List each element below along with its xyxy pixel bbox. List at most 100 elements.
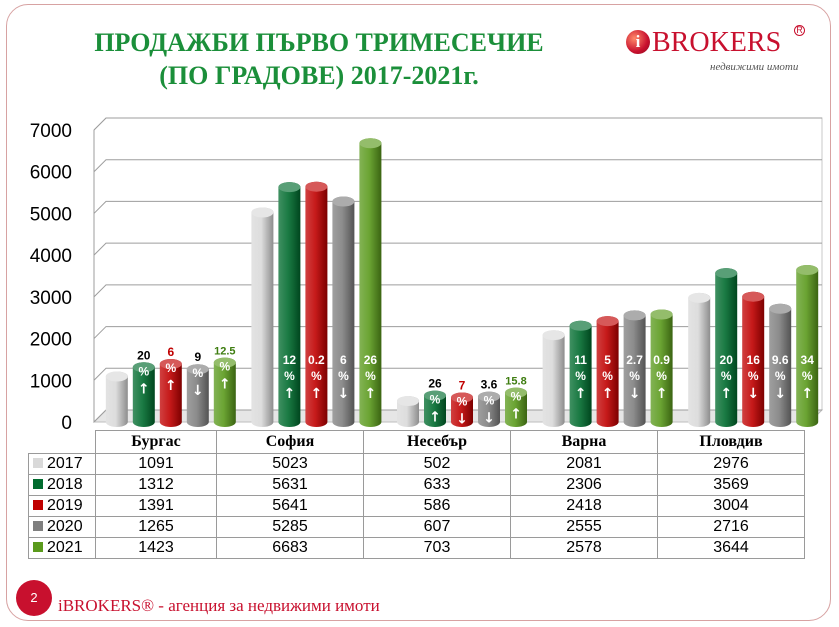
bar-cap bbox=[569, 320, 592, 331]
table-cell: 2555 bbox=[510, 516, 658, 538]
bar-2021-0 bbox=[213, 357, 236, 427]
bar-body bbox=[332, 196, 355, 427]
arrow-up-icon: ↑ bbox=[311, 386, 323, 402]
arrow-down-icon: ↓ bbox=[192, 383, 204, 399]
legend-cell: 2018 bbox=[28, 474, 96, 496]
bar-cap bbox=[742, 291, 765, 302]
bar-cap bbox=[132, 362, 155, 373]
table-cell: 5631 bbox=[216, 474, 364, 496]
bar-body bbox=[596, 316, 619, 427]
gridline bbox=[93, 159, 822, 173]
logo-wordmark: BROKERS bbox=[652, 27, 782, 58]
arrow-down-icon: ↓ bbox=[456, 412, 468, 428]
slide-frame bbox=[6, 4, 831, 621]
table-column-header: Пловдив bbox=[657, 430, 805, 454]
arrow-up-icon: ↑ bbox=[284, 386, 296, 402]
bar-cap bbox=[542, 330, 565, 341]
legend-cell: 2021 bbox=[28, 537, 96, 559]
table-cell: 2578 bbox=[510, 537, 658, 559]
change-unit-label: % bbox=[511, 390, 522, 404]
change-unit-label: % bbox=[602, 369, 613, 383]
bar-cap bbox=[715, 268, 738, 279]
bar-2021-1 bbox=[359, 138, 382, 427]
table-row: 2018 1312 5631 633 2306 3569 bbox=[28, 474, 805, 496]
table-cell: 5023 bbox=[216, 453, 364, 475]
bar-cap bbox=[478, 391, 500, 402]
legend-swatch bbox=[33, 458, 43, 468]
data-table: Бургас София Несебър Варна Пловдив 2017 1091 5… bbox=[28, 430, 805, 559]
table-cell: 1091 bbox=[95, 453, 217, 475]
change-value-label: 26 bbox=[428, 377, 442, 391]
y-tick-label: 6000 bbox=[30, 163, 72, 184]
table-row: 2017 1091 5023 502 2081 2976 bbox=[28, 453, 805, 475]
table-cell: 2081 bbox=[510, 453, 658, 475]
bar-cap bbox=[596, 316, 619, 327]
bar-cap bbox=[159, 358, 182, 369]
bar-body bbox=[715, 268, 738, 427]
table-cell: 6683 bbox=[216, 537, 364, 559]
bar-cap bbox=[305, 181, 328, 192]
arrow-up-icon: ↑ bbox=[602, 386, 614, 402]
arrow-down-icon: ↓ bbox=[338, 386, 350, 402]
ibrokers-logo: i BROKERS R недвижими имоти bbox=[618, 18, 818, 78]
table-cell: 2418 bbox=[510, 495, 658, 517]
arrow-up-icon: ↑ bbox=[165, 378, 177, 394]
bar-2018-0 bbox=[132, 362, 155, 427]
bar-2020-0 bbox=[186, 364, 209, 427]
change-unit-label: % bbox=[138, 364, 149, 378]
change-value-label: 9.6 bbox=[772, 353, 789, 367]
bar-cap bbox=[623, 310, 646, 321]
table-column-header: Варна bbox=[510, 430, 658, 454]
legend-cell: 2020 bbox=[28, 516, 96, 538]
bar-cap bbox=[505, 387, 527, 398]
table-cell: 607 bbox=[363, 516, 511, 538]
bar-body bbox=[132, 362, 155, 427]
table-cell: 5641 bbox=[216, 495, 364, 517]
table-cell: 1312 bbox=[95, 474, 217, 496]
y-tick-label: 3000 bbox=[30, 288, 72, 309]
bar-2021-3 bbox=[650, 309, 673, 427]
gridline bbox=[93, 200, 822, 214]
bar-2018-3 bbox=[569, 320, 592, 427]
table-row: 2021 1423 6683 703 2578 3644 bbox=[28, 537, 805, 559]
bar-body bbox=[213, 357, 236, 427]
arrow-up-icon: ↑ bbox=[429, 410, 441, 426]
change-value-label: 12.5 bbox=[214, 346, 235, 358]
bar-body bbox=[742, 291, 765, 427]
legend-swatch bbox=[33, 479, 43, 489]
change-unit-label: % bbox=[484, 394, 495, 408]
arrow-up-icon: ↑ bbox=[801, 386, 813, 402]
arrow-up-icon: ↑ bbox=[575, 386, 587, 402]
bar-cap bbox=[424, 390, 446, 401]
arrow-up-icon: ↑ bbox=[365, 386, 377, 402]
logo-registered-mark: R bbox=[794, 25, 805, 36]
gridline bbox=[93, 284, 822, 298]
table-cell: 586 bbox=[363, 495, 511, 517]
bar-2020-1 bbox=[332, 196, 355, 427]
change-value-label: 11 bbox=[574, 353, 587, 367]
change-unit-label: % bbox=[284, 369, 295, 383]
logo-tagline: недвижими имоти bbox=[710, 61, 799, 73]
y-tick-label: 2000 bbox=[30, 330, 72, 351]
change-unit-label: % bbox=[575, 369, 586, 383]
change-unit-label: % bbox=[721, 369, 732, 383]
change-value-label: 0.2 bbox=[308, 353, 325, 367]
change-unit-label: % bbox=[775, 369, 786, 383]
bar-cap bbox=[251, 207, 274, 218]
y-tick-label: 1000 bbox=[30, 371, 72, 392]
bar-2018-2 bbox=[424, 390, 446, 427]
bar-cap bbox=[451, 392, 473, 403]
table-cell: 3644 bbox=[657, 537, 805, 559]
change-value-label: 20 bbox=[720, 353, 734, 367]
chart-title: ПРОДАЖБИ ПЪРВО ТРИМЕСЕЧИЕ (ПО ГРАДОВЕ) 2… bbox=[30, 26, 608, 92]
change-unit-label: % bbox=[311, 369, 322, 383]
table-cell: 3004 bbox=[657, 495, 805, 517]
bar-2019-3 bbox=[596, 316, 619, 427]
legend-swatch bbox=[33, 500, 43, 510]
arrow-down-icon: ↓ bbox=[483, 411, 495, 427]
table-cell: 633 bbox=[363, 474, 511, 496]
bar-2017-2 bbox=[397, 396, 419, 427]
table-cell: 1265 bbox=[95, 516, 217, 538]
change-unit-label: % bbox=[629, 369, 640, 383]
bar-body bbox=[359, 138, 382, 427]
